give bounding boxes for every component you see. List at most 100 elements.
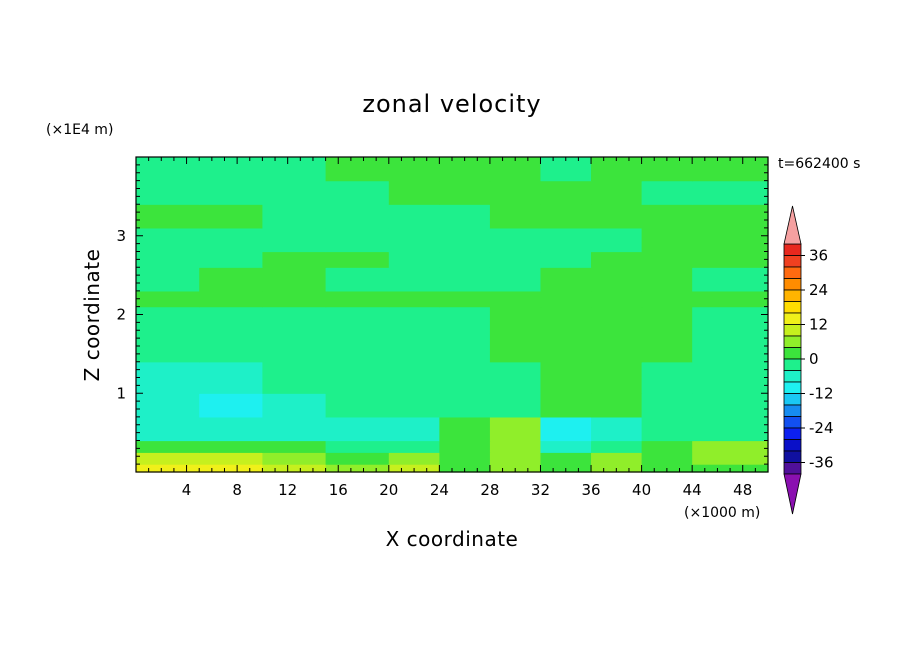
colorbar-tick-label: 12 — [809, 316, 828, 334]
field-cell — [692, 180, 769, 205]
x-tick-label: 8 — [232, 481, 242, 499]
field-cell — [136, 290, 200, 308]
field-cell — [591, 204, 643, 229]
colorbar-under-arrow — [783, 473, 802, 515]
field-cell — [540, 416, 592, 442]
field-cell — [692, 416, 769, 442]
field-cell — [199, 157, 263, 182]
field-cell — [388, 290, 440, 308]
field-cell — [692, 306, 769, 363]
field-cell — [489, 416, 542, 442]
field-cell — [325, 204, 390, 229]
field-cell — [262, 267, 327, 292]
field-cell — [439, 290, 491, 308]
field-cell — [136, 157, 200, 182]
field-cell — [489, 227, 542, 253]
field-cell — [199, 290, 263, 308]
field-cell — [641, 267, 693, 292]
x-tick-label: 36 — [581, 481, 600, 499]
field-cell — [641, 440, 693, 453]
field-cell — [199, 267, 263, 292]
colorbar-bin — [783, 324, 802, 337]
field-cell — [591, 440, 643, 453]
field-cell — [325, 306, 390, 363]
field-cell — [388, 227, 440, 253]
field-cell — [388, 251, 440, 268]
field-cell — [325, 251, 390, 268]
field-cell — [439, 227, 491, 253]
velocity-field — [136, 157, 769, 473]
field-cell — [262, 227, 327, 253]
field-cell — [199, 227, 263, 253]
colorbar-tick-label: 0 — [809, 350, 819, 368]
colorbar-tick-label: -12 — [809, 385, 834, 403]
field-cell — [325, 290, 390, 308]
field-cell — [540, 452, 592, 465]
colorbar-bin — [783, 450, 802, 463]
field-cell — [262, 290, 327, 308]
x-tick-label: 24 — [430, 481, 449, 499]
chart-title: zonal velocity — [362, 90, 541, 118]
field-cell — [540, 227, 592, 253]
field-cell — [199, 452, 263, 465]
colorbar-tick-label: 24 — [809, 281, 828, 299]
field-cell — [325, 361, 390, 394]
field-cell — [136, 440, 200, 453]
x-tick-label: 48 — [733, 481, 752, 499]
field-cell — [388, 393, 440, 418]
field-cell — [489, 290, 542, 308]
field-cell — [388, 306, 440, 363]
field-cell — [591, 157, 643, 182]
field-cell — [136, 306, 200, 363]
field-cell — [262, 440, 327, 453]
field-cell — [136, 464, 200, 473]
field-cell — [439, 452, 491, 465]
colorbar-bin — [783, 278, 802, 291]
field-cell — [439, 267, 491, 292]
colorbar-bin — [783, 393, 802, 406]
colorbar-over-arrow — [783, 205, 802, 245]
colorbar-bin — [783, 439, 802, 452]
x-tick-label: 28 — [480, 481, 499, 499]
field-cell — [641, 452, 693, 465]
field-cell — [325, 157, 390, 182]
field-cell — [325, 393, 390, 418]
field-cell — [262, 306, 327, 363]
field-cell — [199, 251, 263, 268]
field-cell — [692, 361, 769, 394]
field-cell — [325, 416, 390, 442]
field-cell — [692, 204, 769, 229]
field-cell — [388, 157, 440, 182]
field-cell — [199, 204, 263, 229]
x-unit-label: (×1000 m) — [684, 505, 760, 521]
field-cell — [489, 157, 542, 182]
field-cell — [262, 361, 327, 394]
colorbar-bin — [783, 347, 802, 360]
colorbar-tick-label: -36 — [809, 454, 834, 472]
field-cell — [540, 204, 592, 229]
y-tick-label: 1 — [116, 384, 126, 402]
time-label: t=662400 s — [778, 156, 860, 172]
field-cell — [591, 361, 643, 394]
field-cell — [540, 180, 592, 205]
field-cell — [262, 464, 327, 473]
colorbar-bin — [783, 312, 802, 325]
x-tick-label: 44 — [683, 481, 702, 499]
x-axis-title: X coordinate — [386, 527, 519, 551]
colorbar-bin — [783, 255, 802, 268]
field-cell — [540, 306, 592, 363]
field-cell — [439, 157, 491, 182]
x-tick-label: 20 — [379, 481, 398, 499]
field-cell — [641, 393, 693, 418]
x-tick-label: 12 — [278, 481, 297, 499]
x-tick-label: 4 — [182, 481, 192, 499]
colorbar-bin — [783, 416, 802, 429]
field-cell — [591, 393, 643, 418]
colorbar-bin — [783, 462, 802, 475]
colorbar-bin — [783, 266, 802, 279]
field-cell — [199, 306, 263, 363]
field-cell — [136, 393, 200, 418]
field-cell — [136, 204, 200, 229]
field-cell — [641, 290, 693, 308]
field-cell — [136, 452, 200, 465]
